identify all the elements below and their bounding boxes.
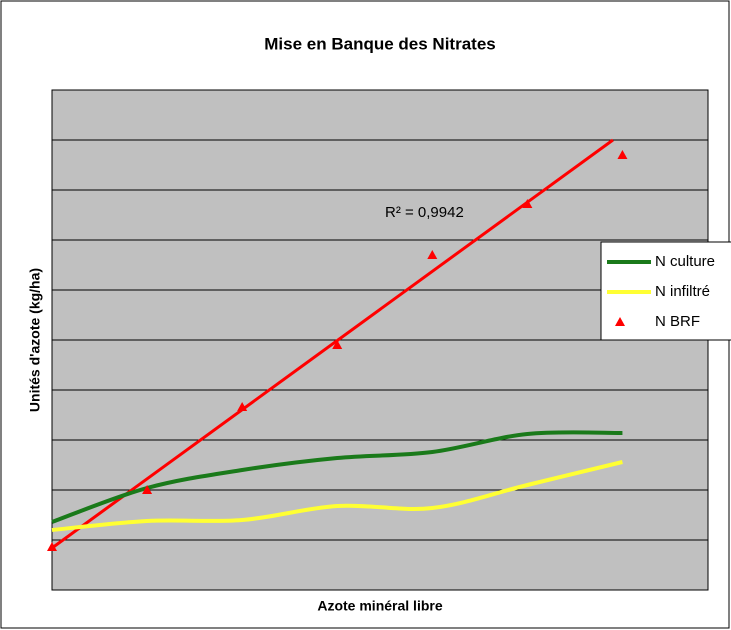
triangle-marker bbox=[427, 250, 438, 259]
trendline bbox=[51, 138, 614, 550]
legend-symbol bbox=[615, 317, 625, 326]
triangle-marker bbox=[142, 485, 153, 494]
y-axis-label: Unités d'azote (kg/ha) bbox=[27, 268, 43, 412]
line-series bbox=[51, 460, 623, 532]
marks: R² = 0,9942 bbox=[47, 138, 628, 551]
legend-label: N BRF bbox=[655, 313, 700, 330]
legend-label: N infiltré bbox=[655, 283, 710, 300]
x-axis-label: Azote minéral libre bbox=[317, 598, 442, 614]
legend: N culture N infiltré N BRF bbox=[600, 241, 731, 341]
triangle-marker bbox=[47, 542, 57, 551]
trendline-label: R² = 0,9942 bbox=[385, 204, 464, 221]
triangle-marker bbox=[237, 402, 248, 411]
triangle-marker bbox=[522, 199, 533, 208]
grid bbox=[52, 139, 708, 541]
triangle-marker bbox=[617, 150, 628, 159]
legend-label: N culture bbox=[655, 253, 715, 270]
chart-title: Mise en Banque des Nitrates bbox=[264, 34, 495, 53]
triangle-marker bbox=[332, 340, 343, 349]
